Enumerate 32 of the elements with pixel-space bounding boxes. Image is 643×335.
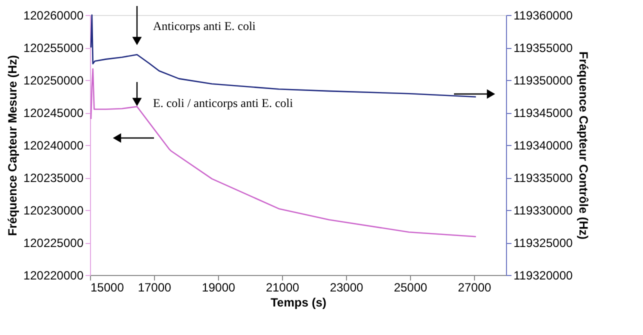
y-tick-label: 120255000 xyxy=(23,41,84,55)
y-tick-label: 120220000 xyxy=(23,268,84,282)
y-tick-label: 120245000 xyxy=(23,106,84,120)
annotation: Anticorps anti E. coli xyxy=(153,19,256,33)
x-tick-label: 21000 xyxy=(266,280,300,294)
y-tick-label: 120225000 xyxy=(23,236,84,250)
x-tick-label: 15000 xyxy=(90,280,124,294)
y-axis-title: Fréquence Capteur Mesure (Hz) xyxy=(5,55,20,236)
y2-tick-label: 119320000 xyxy=(514,268,573,282)
y-tick-label: 120235000 xyxy=(23,171,84,185)
y-tick-label: 120240000 xyxy=(23,138,84,152)
y-tick-label: 120260000 xyxy=(23,8,84,22)
x-tick-label: 23000 xyxy=(330,280,364,294)
y2-tick-label: 119355000 xyxy=(514,41,573,55)
y2-tick-label: 119345000 xyxy=(514,106,573,120)
y2-tick-label: 119330000 xyxy=(514,204,573,218)
y2-axis-title: Fréquence Capteur Contrôle (Hz) xyxy=(576,51,591,240)
x-tick-label: 19000 xyxy=(202,280,236,294)
y-tick-label: 120230000 xyxy=(23,204,84,218)
line-series xyxy=(90,14,477,98)
x-tick-label: 17000 xyxy=(138,280,172,294)
y2-tick-label: 119335000 xyxy=(514,171,573,185)
line-series xyxy=(90,68,477,238)
x-tick-label: 25000 xyxy=(394,280,428,294)
y2-tick-label: 119340000 xyxy=(514,138,573,152)
x-tick-label: 27000 xyxy=(458,280,492,294)
y2-tick-label: 119325000 xyxy=(514,236,573,250)
y2-tick-label: 119350000 xyxy=(514,74,573,88)
y-tick-label: 120250000 xyxy=(23,74,84,88)
y2-tick-label: 119360000 xyxy=(514,8,573,22)
x-axis-title: Temps (s) xyxy=(270,296,326,310)
annotation: E. coli / anticorps anti E. coli xyxy=(153,96,294,110)
